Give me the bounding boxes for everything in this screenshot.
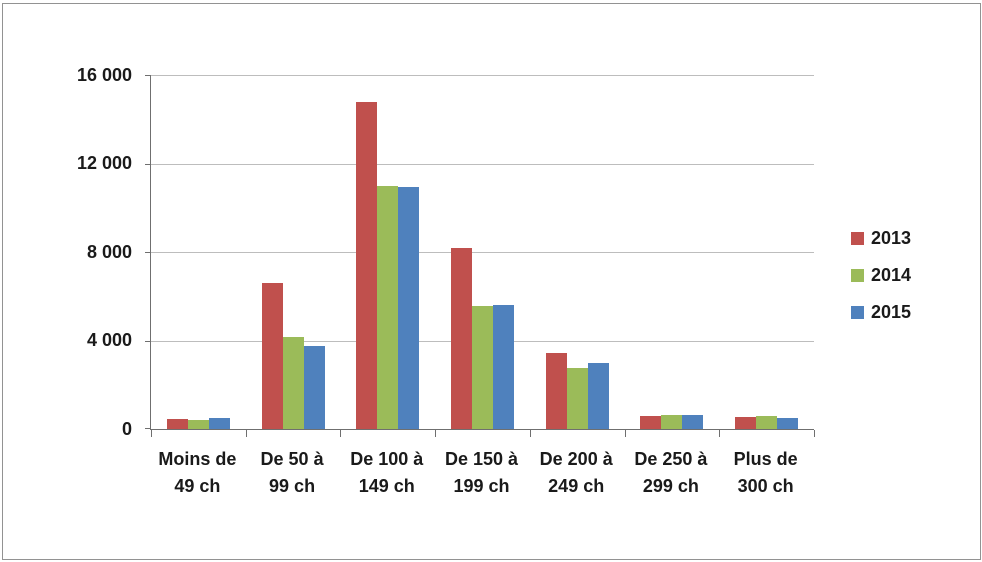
category-label: Moins de 49 ch [150, 446, 245, 500]
x-axis-tick [625, 430, 626, 437]
bar-group-4 [435, 75, 530, 429]
x-axis-tick [340, 430, 341, 437]
bar-2014 [282, 337, 304, 429]
y-axis-tick-label: 0 [121, 419, 132, 439]
category-label-line: Moins de [158, 449, 237, 469]
x-axis-tick [719, 430, 720, 437]
gridline [151, 252, 814, 253]
bar-2015 [208, 418, 230, 429]
category-label-line: 299 ch [642, 476, 699, 496]
bar-2014 [661, 415, 683, 429]
y-axis-tick [145, 252, 151, 253]
bar-group-5 [530, 75, 625, 429]
category-label-line: De 50 à [260, 449, 324, 469]
x-axis-tick [246, 430, 247, 437]
legend-item-2013: 2013 [851, 228, 911, 248]
bar-2013 [545, 353, 567, 429]
x-axis-tick [814, 430, 815, 437]
bar-2013 [356, 102, 378, 429]
legend-item-2014: 2014 [851, 265, 911, 285]
bar-group-3 [340, 75, 435, 429]
bar-2015 [777, 418, 799, 429]
y-axis-tick [145, 340, 151, 342]
bar-2013 [261, 283, 283, 429]
x-axis-tick [435, 430, 436, 437]
bar-2013 [735, 417, 757, 429]
legend-swatch-2015-icon [851, 305, 864, 319]
bar-2014 [756, 416, 778, 429]
legend-item-2015: 2015 [851, 302, 911, 322]
bar-2015 [303, 346, 325, 429]
category-label-line: Plus de [733, 449, 798, 469]
x-axis-tick [151, 430, 152, 437]
category-label: Plus de 300 ch [718, 446, 813, 500]
y-axis-tick-label: 12 000 [76, 153, 132, 173]
bar-group-1 [151, 75, 246, 429]
bar-2015 [682, 415, 704, 429]
legend: 2013 2014 2015 [851, 228, 911, 322]
plot-area [145, 75, 815, 437]
legend-swatch-2013-icon [851, 231, 864, 245]
y-axis-tick [145, 75, 151, 76]
category-label-line: De 100 à [350, 449, 424, 469]
bar-group-2 [246, 75, 341, 429]
bar-2014 [187, 420, 209, 429]
category-label-line: De 150 à [444, 449, 519, 469]
bar-group-7 [719, 75, 814, 429]
legend-label-2013: 2013 [871, 228, 912, 248]
y-axis-tick [145, 428, 151, 429]
y-axis-tick [145, 163, 151, 165]
bar-2015 [587, 363, 609, 429]
gridline [151, 163, 814, 165]
category-label-line: 149 ch [358, 476, 415, 496]
y-axis-tick-label: 8 000 [86, 242, 132, 262]
category-label-line: 99 ch [269, 476, 316, 496]
y-axis-tick-label: 4 000 [86, 330, 132, 350]
bar-2015 [398, 187, 420, 429]
category-label-line: De 200 à [539, 449, 613, 469]
category-label-line: 300 ch [737, 476, 794, 496]
bar-2014 [377, 186, 399, 429]
category-label-line: 49 ch [174, 476, 221, 496]
legend-swatch-2014-icon [851, 268, 864, 282]
bar-2013 [166, 419, 188, 429]
category-label: De 150 à 199 ch [434, 446, 529, 500]
bar-group-6 [625, 75, 720, 429]
category-label-line: 199 ch [453, 476, 510, 496]
legend-label-2015: 2015 [871, 302, 912, 322]
category-label: De 250 à 299 ch [624, 446, 719, 500]
category-label-line: De 250 à [634, 449, 708, 469]
bar-2014 [566, 368, 588, 429]
x-axis-tick [530, 430, 531, 437]
bar-2013 [640, 416, 662, 429]
bar-2014 [471, 306, 493, 429]
gridline [151, 75, 814, 76]
category-label: De 100 à 149 ch [339, 446, 434, 500]
bar-2015 [492, 305, 514, 429]
category-label-line: 249 ch [548, 476, 605, 496]
bar-2013 [450, 248, 472, 429]
legend-label-2014: 2014 [871, 265, 912, 285]
category-label: De 50 à 99 ch [245, 446, 340, 500]
category-label: De 200 à 249 ch [529, 446, 624, 500]
y-axis-tick-label: 16 000 [76, 65, 132, 85]
